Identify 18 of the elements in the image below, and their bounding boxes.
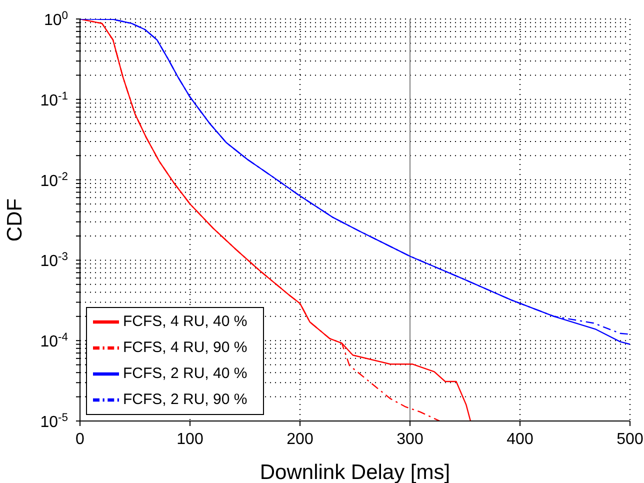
y-tick-label: 10$^{-3}$ xyxy=(40,251,68,270)
y-tick-label: 10$^{-4}$ xyxy=(40,332,68,351)
x-tick-label: 500 xyxy=(616,431,644,448)
x-tick-label: 100 xyxy=(176,431,204,448)
y-tick-label: 10$^{-1}$ xyxy=(40,90,68,110)
x-tick-label: 400 xyxy=(506,431,534,448)
legend-label: FCFS, 4 RU, 90 % xyxy=(123,338,248,356)
y-tick-label: 10$^{-2}$ xyxy=(40,170,68,190)
x-tick-label: 300 xyxy=(396,431,424,448)
y-tick-label: 10$^{-5}$ xyxy=(40,412,68,431)
legend-label: FCFS, 2 RU, 90 % xyxy=(123,390,248,408)
legend-label: FCFS, 4 RU, 40 % xyxy=(123,312,248,330)
x-tick-label: 0 xyxy=(76,431,85,448)
y-axis-title: CDF xyxy=(3,198,26,242)
y-tick-label: 10$^{0}$ xyxy=(44,10,68,29)
legend-label: FCFS, 2 RU, 40 % xyxy=(123,364,248,382)
x-tick-label: 200 xyxy=(286,431,314,448)
x-axis-title: Downlink Delay [ms] xyxy=(260,461,450,483)
